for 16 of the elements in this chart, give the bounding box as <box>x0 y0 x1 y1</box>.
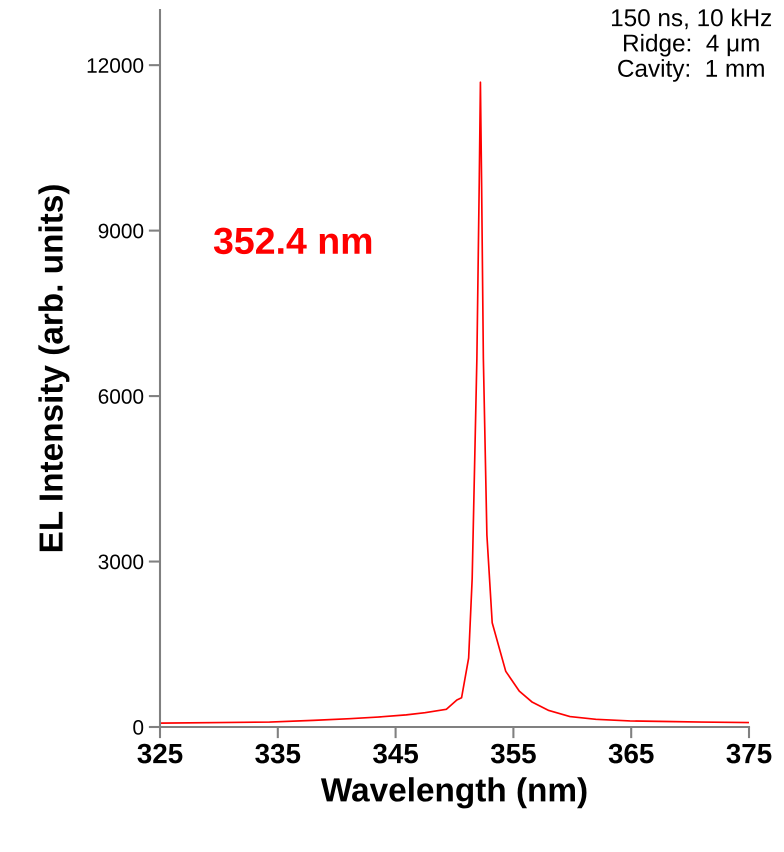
y-tick-label: 3000 <box>98 554 144 570</box>
x-axis-title: Wavelength (nm) <box>320 777 586 808</box>
x-tick-label: 365 <box>608 744 654 764</box>
line-series <box>160 81 749 724</box>
x-tick-label: 355 <box>490 744 536 764</box>
y-tick-label: 0 <box>133 720 144 735</box>
annotation: 352.4 nm <box>214 228 372 254</box>
x-tick-label: 325 <box>137 744 182 764</box>
y-axis-title: EL Intensity (arb. units) <box>38 185 70 552</box>
annotation: 150 ns, 10 kHz Ridge: 4 μm Cavity: 1 mm <box>612 8 772 82</box>
x-tick-label: 375 <box>726 744 772 764</box>
y-tick-label: 12000 <box>88 58 144 73</box>
y-tick-label: 9000 <box>98 224 144 238</box>
y-tick-label: 6000 <box>98 389 144 404</box>
x-tick-label: 335 <box>255 744 300 764</box>
x-tick-label: 345 <box>373 744 418 764</box>
